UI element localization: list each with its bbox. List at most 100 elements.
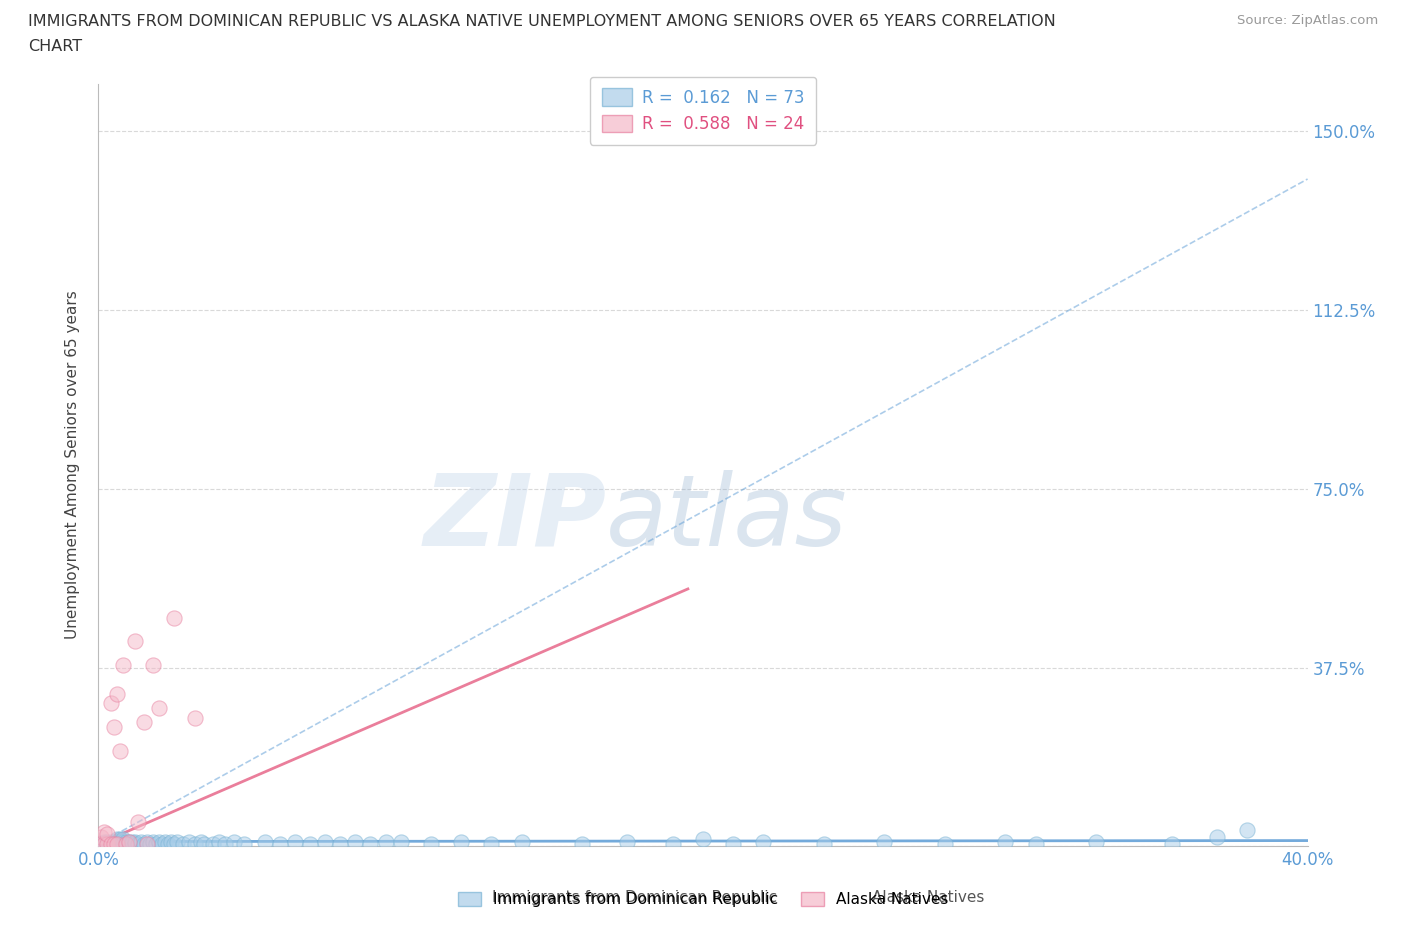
Point [873,834,896,849]
Point [127,836,149,851]
Point [360,836,382,851]
Point [934,836,956,851]
Point [389,834,412,849]
Point [118,836,141,851]
Point [1024,836,1046,851]
Point [1206,830,1229,844]
Legend: Immigrants from Dominican Republic, Alaska Natives: Immigrants from Dominican Republic, Alas… [451,885,955,913]
Point [232,836,254,851]
Point [510,834,533,849]
Point [100,696,122,711]
Point [124,834,146,849]
Point [723,836,745,851]
Point [93,836,115,851]
Text: atlas: atlas [606,470,848,567]
Text: CHART: CHART [28,39,82,54]
Point [111,831,134,846]
Point [108,831,131,846]
Point [103,836,125,851]
Point [114,834,136,849]
Point [160,834,183,849]
Point [139,836,162,851]
Point [145,836,167,851]
Point [813,836,835,851]
Point [96,836,118,851]
Point [374,834,396,849]
Point [661,836,683,851]
Point [132,836,155,851]
Point [103,834,125,849]
Point [193,836,215,851]
Point [105,834,128,849]
Point [124,634,146,649]
Point [148,700,170,715]
Point [90,836,112,851]
Point [105,686,128,701]
Point [114,836,136,851]
Point [135,836,157,851]
Y-axis label: Unemployment Among Seniors over 65 years: Unemployment Among Seniors over 65 years [65,290,80,640]
Point [994,834,1017,849]
Point [1236,822,1258,837]
Point [103,720,125,735]
Text: Immigrants from Dominican Republic: Immigrants from Dominican Republic [492,890,778,905]
Point [420,836,443,851]
Point [179,834,201,849]
Point [103,836,125,851]
Point [96,836,118,851]
Point [114,836,136,851]
Point [142,834,165,849]
Point [129,834,152,849]
Point [108,744,131,759]
Point [214,836,236,851]
Point [184,711,207,725]
Legend: R =  0.162   N = 73, R =  0.588   N = 24: R = 0.162 N = 73, R = 0.588 N = 24 [591,77,815,145]
Point [752,834,775,849]
Point [96,834,118,849]
Point [118,834,141,849]
Point [481,836,503,851]
Point [108,834,131,849]
Point [124,836,146,851]
Point [344,834,367,849]
Point [692,831,714,846]
Point [142,658,165,672]
Point [184,836,207,851]
Point [148,834,170,849]
Point [105,836,128,851]
Point [616,834,638,849]
Point [150,836,173,851]
Point [100,834,122,849]
Point [450,834,472,849]
Point [253,834,276,849]
Point [156,836,179,851]
Point [105,831,128,846]
Point [111,834,134,849]
Point [93,836,115,851]
Point [299,836,322,851]
Point [100,836,122,851]
Point [127,815,149,830]
Point [135,834,157,849]
Point [90,830,112,844]
Point [314,834,336,849]
Point [111,658,134,672]
Text: IMMIGRANTS FROM DOMINICAN REPUBLIC VS ALASKA NATIVE UNEMPLOYMENT AMONG SENIORS O: IMMIGRANTS FROM DOMINICAN REPUBLIC VS AL… [28,14,1056,29]
Point [108,836,131,851]
Point [224,834,246,849]
Text: ZIP: ZIP [423,470,606,567]
Point [100,836,122,851]
Point [284,834,307,849]
Point [121,834,143,849]
Point [153,834,176,849]
Point [111,836,134,851]
Point [269,836,291,851]
Point [93,834,115,849]
Point [105,836,128,851]
Point [93,825,115,840]
Text: Source: ZipAtlas.com: Source: ZipAtlas.com [1237,14,1378,27]
Point [96,827,118,842]
Point [202,836,225,851]
Point [90,836,112,851]
Point [163,610,186,625]
